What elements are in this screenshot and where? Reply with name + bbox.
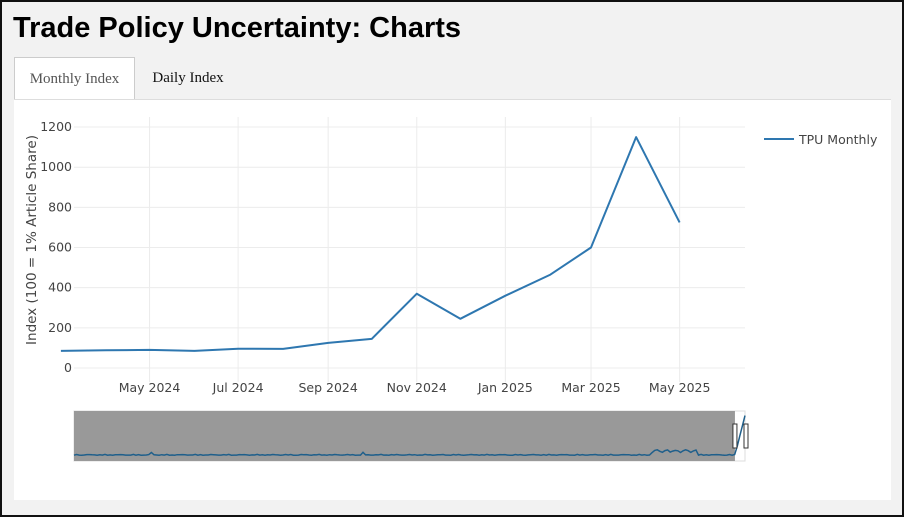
range-slider-handle-right[interactable] (743, 423, 749, 449)
data-point (147, 347, 153, 353)
y-tick-label: 200 (48, 320, 72, 335)
x-axis-ticks: May 2024 Jul 2024 Sep 2024 Nov 2024 Jan 2025… (119, 380, 711, 395)
x-tick-label: Jul 2024 (212, 380, 264, 395)
y-axis-label: Index (100 = 1% Article Share) (24, 135, 40, 345)
y-tick-label: 0 (64, 360, 72, 375)
data-point (502, 293, 508, 299)
page-title: Trade Policy Uncertainty: Charts (13, 12, 462, 44)
data-point (235, 346, 241, 352)
tab-monthly-index[interactable]: Monthly Index (14, 57, 135, 101)
grid (74, 117, 745, 382)
data-point (633, 134, 639, 140)
plot-area[interactable] (58, 134, 683, 354)
data-point (677, 219, 683, 225)
x-tick-label: Sep 2024 (298, 380, 357, 395)
line-chart[interactable]: 0 200 400 600 800 1000 1200 May 2024 Jul 2024 Se… (14, 100, 891, 500)
data-point (414, 291, 420, 297)
data-point (280, 346, 286, 352)
y-tick-label: 800 (48, 199, 72, 214)
data-point (457, 316, 463, 322)
range-slider-mask (74, 411, 735, 461)
y-tick-label: 1000 (40, 159, 72, 174)
data-point (192, 348, 198, 354)
x-tick-label: Jan 2025 (477, 380, 533, 395)
data-point (325, 340, 331, 346)
y-axis-ticks: 0 200 400 600 800 1000 1200 (40, 119, 72, 375)
tab-daily-index[interactable]: Daily Index (152, 70, 224, 86)
data-point (369, 336, 375, 342)
range-slider-line (73, 415, 746, 456)
y-tick-label: 400 (48, 280, 72, 295)
x-tick-label: May 2024 (119, 380, 181, 395)
chart-panel: 0 200 400 600 800 1000 1200 May 2024 Jul 2024 Se… (14, 99, 891, 500)
series-line-tpu-monthly (60, 136, 681, 352)
x-tick-label: Mar 2025 (561, 380, 620, 395)
legend[interactable]: TPU Monthly (764, 132, 878, 147)
data-point (588, 245, 594, 251)
x-tick-label: May 2025 (649, 380, 711, 395)
x-tick-label: Nov 2024 (387, 380, 447, 395)
y-tick-label: 1200 (40, 119, 72, 134)
data-point (547, 272, 553, 278)
data-point (58, 348, 64, 354)
data-point (103, 347, 109, 353)
range-slider-handle-left[interactable] (732, 423, 738, 449)
range-slider[interactable] (73, 410, 749, 462)
y-tick-label: 600 (48, 240, 72, 255)
legend-label: TPU Monthly (798, 132, 878, 147)
